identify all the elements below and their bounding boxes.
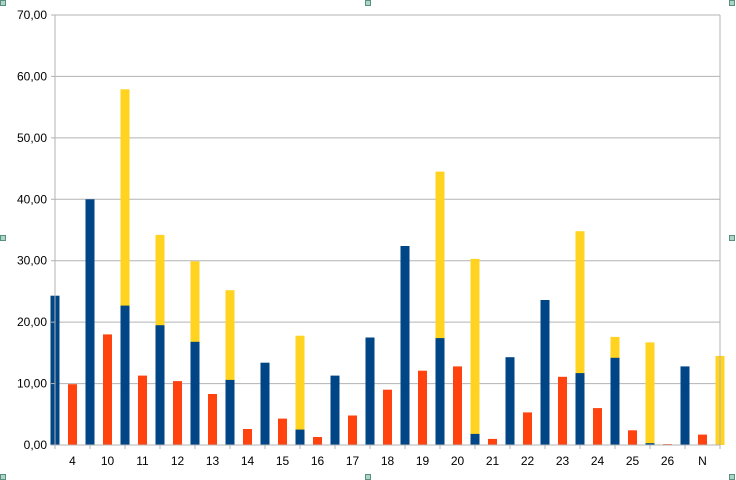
y-tick-label: 30,00 — [17, 254, 47, 268]
x-tick-label: 4 — [69, 454, 76, 468]
bar — [313, 437, 322, 445]
bar — [365, 337, 375, 445]
bar — [68, 384, 77, 445]
x-tick-label: N — [698, 454, 707, 468]
x-tick-label: 15 — [276, 454, 290, 468]
bar — [418, 370, 427, 445]
x-tick-label: 22 — [521, 454, 535, 468]
bar — [400, 246, 410, 445]
bar — [488, 438, 497, 445]
x-tick-label: 20 — [451, 454, 465, 468]
x-tick-label: 14 — [241, 454, 255, 468]
y-tick-label: 70,00 — [17, 8, 47, 22]
bar — [680, 366, 690, 445]
selection-handle-top-right[interactable] — [729, 0, 735, 6]
bar — [645, 342, 655, 445]
x-tick-label: 13 — [206, 454, 220, 468]
bar — [190, 341, 200, 445]
bar — [138, 375, 147, 445]
bar — [295, 429, 305, 445]
bar — [610, 357, 620, 445]
bar — [243, 429, 252, 445]
selection-handle-middle-right[interactable] — [729, 235, 735, 241]
selection-handle-bottom-right[interactable] — [729, 474, 735, 480]
selection-handle-bottom-center[interactable] — [365, 474, 371, 480]
bar — [348, 415, 357, 445]
bar — [505, 357, 515, 445]
y-tick-label: 50,00 — [17, 131, 47, 145]
gridlines — [55, 14, 720, 385]
y-tick-label: 10,00 — [17, 377, 47, 391]
bar — [330, 375, 340, 445]
x-tick-labels: 4 10 11 12 13 14 15 16 17 18 19 20 21 22 23 24 25 26 N — [69, 454, 707, 468]
x-tick-label: 26 — [661, 454, 675, 468]
selection-handle-top-center[interactable] — [365, 0, 371, 6]
y-tick-label: 20,00 — [17, 315, 47, 329]
bar — [558, 376, 567, 445]
x-tick-label: 17 — [346, 454, 360, 468]
bar — [470, 433, 480, 445]
x-tick-label: 21 — [486, 454, 500, 468]
x-tick-label: 16 — [311, 454, 325, 468]
y-tick-label: 40,00 — [17, 192, 47, 206]
bar — [645, 443, 655, 445]
y-tick-labels: 0,00 10,00 20,00 30,00 40,00 50,00 60,00 70,00 — [17, 8, 47, 452]
axes — [51, 14, 721, 449]
bar — [120, 89, 130, 446]
bar — [295, 335, 305, 445]
bar — [628, 430, 637, 445]
x-tick-label: 10 — [101, 454, 115, 468]
bar — [260, 362, 270, 445]
bars — [50, 89, 725, 446]
x-tick-label: 12 — [171, 454, 185, 468]
bar — [85, 199, 95, 445]
selection-handle-middle-left[interactable] — [0, 235, 6, 241]
bar — [453, 366, 462, 445]
bar — [208, 394, 217, 445]
bar — [575, 373, 585, 445]
bar — [225, 379, 235, 445]
bar — [470, 258, 480, 445]
x-tick-label: 24 — [591, 454, 605, 468]
x-tick-label: 25 — [626, 454, 640, 468]
y-tick-label: 0,00 — [24, 438, 48, 452]
bar — [698, 434, 707, 445]
bar — [155, 325, 165, 445]
bar — [103, 334, 112, 445]
bar — [173, 381, 182, 445]
bar — [383, 389, 392, 445]
bar — [225, 290, 235, 445]
bar — [523, 412, 532, 445]
bar — [593, 408, 602, 445]
bar — [540, 300, 550, 445]
y-tick-label: 60,00 — [17, 69, 47, 83]
selection-handle-bottom-left[interactable] — [0, 474, 6, 480]
x-tick-label: 23 — [556, 454, 570, 468]
x-tick-label: 19 — [416, 454, 430, 468]
bar — [120, 305, 130, 445]
bar — [435, 171, 445, 445]
x-tick-label: 11 — [136, 454, 149, 468]
x-tick-label: 18 — [381, 454, 395, 468]
bar — [278, 418, 287, 445]
bar — [575, 231, 585, 445]
bar — [435, 338, 445, 445]
selection-handle-top-left[interactable] — [0, 0, 6, 6]
